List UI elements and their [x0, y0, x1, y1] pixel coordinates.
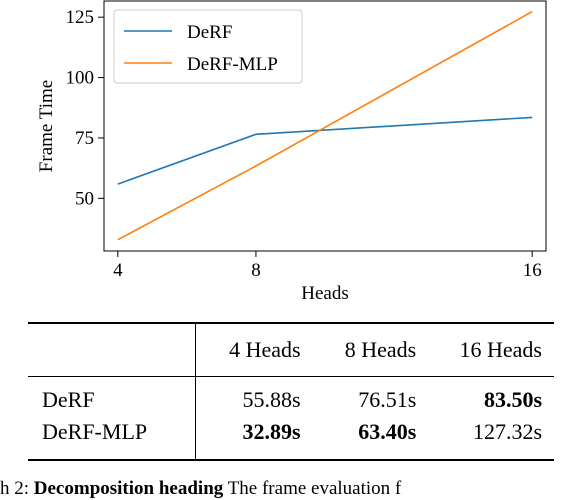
header-method — [28, 323, 197, 377]
results-table: 4 Heads 8 Heads 16 Heads DeRF 55.88s 76.… — [28, 322, 554, 461]
caption-prefix: h 2: — [0, 478, 34, 499]
header-4-heads: 4 Heads — [229, 337, 301, 362]
x-tick-label: 16 — [523, 260, 542, 281]
x-tick-label: 4 — [113, 260, 123, 281]
plot-series — [117, 10, 533, 241]
plot-frame — [103, 0, 547, 252]
row-cell: 32.89s — [242, 419, 301, 444]
y-tick-label: 75 — [75, 128, 94, 149]
y-axis: 50 75 100 125 — [66, 7, 104, 209]
series-line-derf — [117, 116, 533, 185]
table-header-row: 4 Heads 8 Heads 16 Heads — [28, 323, 554, 377]
legend-label-derf: DeRF — [187, 22, 232, 43]
row-cell: 63.40s — [358, 419, 417, 444]
y-tick-label: 100 — [66, 68, 95, 89]
x-axis: 4 8 16 — [113, 251, 542, 281]
y-tick-label: 125 — [66, 7, 95, 28]
row-method: DeRF-MLP — [28, 415, 197, 460]
table-row: DeRF-MLP 32.89s 63.40s 127.32s — [28, 415, 554, 460]
row-cell: 83.50s — [483, 387, 542, 412]
legend: DeRF DeRF-MLP — [113, 9, 303, 84]
row-cell: 55.88s — [242, 387, 301, 412]
header-16-heads: 16 Heads — [459, 337, 542, 362]
y-tick-label: 50 — [75, 188, 94, 209]
header-8-heads: 8 Heads — [344, 337, 417, 362]
legend-box — [113, 9, 303, 84]
row-cell: 127.32s — [472, 419, 542, 444]
frame-time-chart: 4 8 16 50 75 100 125 Heads Frame Time DeRF De… — [36, 0, 547, 304]
table-row: DeRF 55.88s 76.51s 83.50s — [28, 376, 554, 415]
legend-label-derf-mlp: DeRF-MLP — [187, 54, 278, 75]
x-axis-label: Heads — [301, 283, 348, 304]
figure-caption: h 2: Decomposition heading The frame eva… — [0, 478, 401, 500]
caption-rest: The frame evaluation f — [223, 478, 402, 499]
series-line-derf-mlp — [117, 10, 533, 241]
x-tick-label: 8 — [251, 260, 261, 281]
caption-bold: Decomposition heading — [33, 478, 224, 499]
row-method: DeRF — [28, 376, 197, 415]
row-cell: 76.51s — [358, 387, 417, 412]
y-axis-label: Frame Time — [36, 80, 57, 172]
